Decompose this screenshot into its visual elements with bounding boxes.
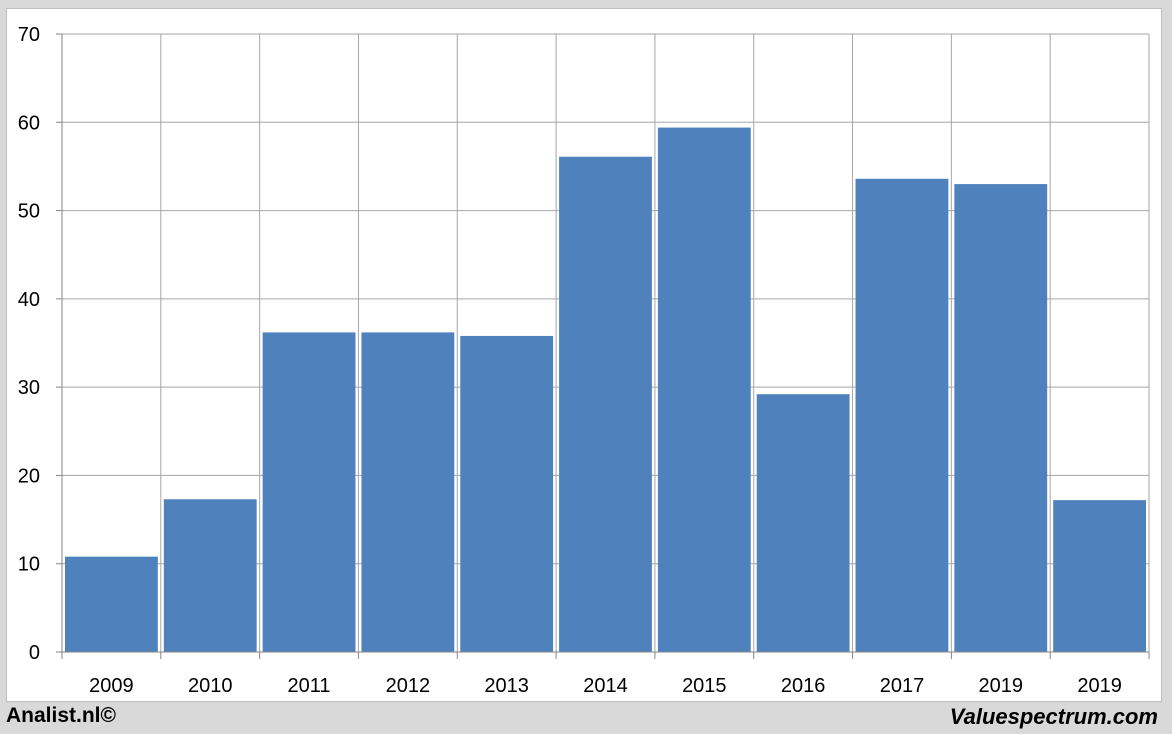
bar-2014 <box>559 156 652 652</box>
bar-2012 <box>361 332 455 652</box>
y-tick-labels: 0 10 20 30 40 50 60 70 <box>18 24 40 664</box>
y-tick-label: 70 <box>18 24 40 46</box>
y-tick-label: 40 <box>18 289 40 311</box>
x-tick-label: 2013 <box>484 675 529 697</box>
x-tick-label: 2014 <box>583 675 628 697</box>
footer-source-right: Valuespectrum.com <box>949 704 1158 729</box>
x-tick-label: 2017 <box>880 675 925 697</box>
y-tick-label: 60 <box>18 112 40 134</box>
bar-2019 <box>954 184 1048 653</box>
y-tick-label: 50 <box>18 201 40 223</box>
x-tick-label: 2015 <box>682 675 727 697</box>
x-tick-label: 2012 <box>386 675 431 697</box>
footer-source-left: Analist.nl© <box>6 704 116 727</box>
y-tick-label: 10 <box>18 554 40 576</box>
axes <box>56 33 1150 659</box>
x-tick-label: 2011 <box>288 675 331 697</box>
bar-2013 <box>460 335 554 652</box>
y-tick-label: 0 <box>29 642 40 664</box>
x-tick-label: 2016 <box>781 675 826 697</box>
bar-2009 <box>65 556 158 652</box>
y-tick-label: 30 <box>18 377 40 399</box>
bar-2010 <box>163 499 257 652</box>
x-tick-label: 2019 <box>1077 675 1122 697</box>
bar-2019 <box>1053 500 1146 652</box>
bar-2017 <box>855 178 949 652</box>
bars <box>65 127 1146 653</box>
x-tick-label: 2019 <box>979 675 1024 697</box>
bar-2011 <box>262 332 356 652</box>
x-tick-label: 2009 <box>89 675 134 697</box>
bar-2015 <box>657 127 751 652</box>
bar-2016 <box>756 394 850 652</box>
x-tick-label: 2010 <box>188 675 233 697</box>
x-tick-labels: 2009 2010 2011 2012 2013 2014 2015 2016 2017 2019… <box>89 675 1122 697</box>
y-tick-label: 20 <box>18 465 40 487</box>
